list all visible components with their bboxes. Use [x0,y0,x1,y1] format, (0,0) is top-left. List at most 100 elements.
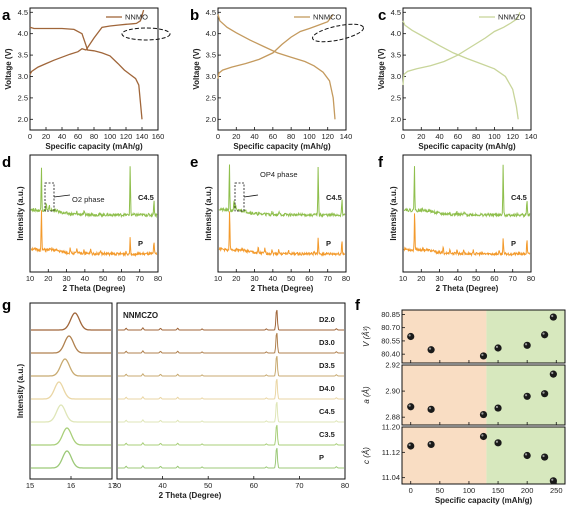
series-label: C3.5 [319,430,335,439]
scatter-point [427,440,435,449]
scatter-point [549,477,557,485]
x-tick-label: 60 [250,481,258,490]
x-tick-label: 40 [250,132,258,141]
voltage-plot-frame [217,7,347,131]
scatter-point [523,341,531,349]
legend-label: NNMCO [313,13,341,22]
scatter-point [427,405,435,413]
y-tick-label: 3.0 [206,72,216,81]
x-tick-label: 30 [250,274,258,283]
x-tick-label: 30 [113,481,121,490]
x-tick-label: 16 [67,481,75,490]
panel-label: a [2,7,11,24]
xrd-plot-frame [217,154,347,273]
x-tick-label: 40 [81,274,89,283]
scatter-point-highlight [428,407,432,410]
x-tick-label: 70 [136,274,144,283]
y-tick-label: 4.0 [391,29,401,38]
scatter-point [407,332,415,341]
scatter-point-highlight [408,443,411,446]
x-tick-label: 100 [488,132,501,141]
x-tick-label: 140 [340,132,353,141]
scatter-point-highlight [408,404,411,407]
scatter-point [523,392,531,400]
x-tick-label: 40 [158,481,166,490]
series-line-charge [217,14,334,79]
panel-label: f [355,297,361,314]
scatter-subplot-frame [401,426,566,485]
series-label: P [319,453,324,462]
series-line-discharge [29,26,143,120]
xrd-plot-frame [29,154,159,273]
y-tick-label: 2.90 [385,387,400,396]
series-line-charge [402,12,521,86]
scatter-point [407,403,415,411]
x-tick-label: 60 [74,132,82,141]
scatter-point [494,404,502,412]
y-tick-label: 2.0 [206,115,216,124]
y-tick-label: 4.0 [18,29,28,38]
xrd-right-series [118,424,344,446]
y-tick-label: 11.20 [382,423,400,432]
scatter-point [549,313,557,321]
xrd-right-series [118,447,344,469]
series-label: P [511,239,516,248]
x-tick-label: 30 [435,274,443,283]
series-label: C4.5 [511,193,527,202]
y-axis-label: a (Å) [362,386,371,404]
scatter-subplot-frame [401,364,566,426]
series-label: D3.5 [319,361,335,370]
x-tick-label: 10 [399,274,407,283]
y-tick-label: 2.5 [18,93,28,102]
shade-region-left [402,310,487,363]
y-tick-label: 4.5 [391,8,401,17]
x-tick-label: 150 [492,486,505,495]
voltage-plot-frame [402,7,532,131]
x-tick-label: 80 [154,274,162,283]
legend-label: NNMO [125,13,148,22]
x-tick-label: 100 [463,486,476,495]
y-tick-label: 3.5 [391,51,401,60]
series-label: D4.0 [319,384,335,393]
x-tick-label: 40 [269,274,277,283]
xrd-left-series [31,358,111,377]
x-tick-label: 60 [117,274,125,283]
x-tick-label: 50 [99,274,107,283]
y-axis-label: Voltage (V) [192,48,201,90]
y-axis-label: Voltage (V) [377,48,386,90]
x-tick-label: 60 [490,274,498,283]
x-tick-label: 120 [506,132,519,141]
scatter-point-highlight [481,434,484,437]
scatter-point [407,442,415,450]
x-tick-label: 60 [305,274,313,283]
annotation-leader [243,194,259,198]
x-tick-label: 60 [269,132,277,141]
scatter-point-highlight [551,478,554,481]
xrd-series-line [403,164,531,219]
phase-annotation: OP4 phase [260,170,298,179]
x-tick-label: 50 [204,481,212,490]
xrd-left-series [31,427,111,446]
x-tick-label: 120 [321,132,334,141]
scatter-point-highlight [524,343,528,346]
scatter-subplot-frame [401,309,566,364]
scatter-point-highlight [428,347,432,350]
y-tick-label: 11.04 [382,473,400,482]
scatter-point-highlight [542,454,545,458]
x-tick-label: 15 [26,481,34,490]
xrd-series-line [403,213,531,257]
xrd-left-series [31,404,111,423]
x-tick-label: 70 [509,274,517,283]
phase-annotation: O2 phase [72,195,105,204]
xrd-left-series [31,450,111,469]
xrd-plot-frame [402,154,532,273]
y-axis-label: Intensity (a.u.) [204,186,213,241]
xrd-right-series [118,309,344,331]
y-tick-label: 3.5 [206,51,216,60]
x-tick-label: 0 [216,132,220,141]
panel-label: g [2,297,11,314]
y-tick-label: 3.0 [391,72,401,81]
y-tick-label: 4.0 [206,29,216,38]
y-tick-label: 4.5 [206,8,216,17]
